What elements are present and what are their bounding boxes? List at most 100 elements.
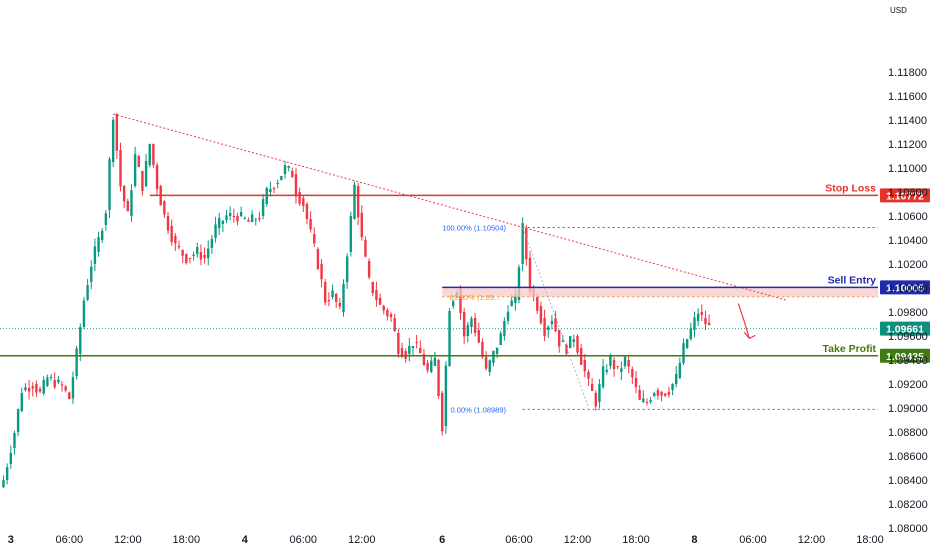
candle-body	[375, 290, 378, 300]
candle-body	[645, 402, 649, 403]
candle-body	[324, 282, 327, 303]
candle-body	[170, 226, 173, 242]
price-tag	[880, 280, 930, 295]
candle-body	[272, 188, 276, 189]
candle-body	[338, 303, 342, 307]
y-tick-label: 1.08200	[888, 499, 928, 511]
candle-body	[152, 144, 155, 166]
candle-body	[689, 328, 693, 339]
candle-body	[57, 379, 60, 383]
candle-body	[514, 294, 517, 303]
candle-body	[386, 310, 389, 317]
y-tick-label: 1.09600	[888, 331, 928, 343]
candle-body	[437, 360, 440, 397]
y-tick-label: 1.11000	[888, 163, 927, 175]
candle-body	[631, 369, 634, 378]
x-tick-label: 12:00	[798, 534, 826, 546]
candle-body	[42, 379, 45, 394]
candle-body	[214, 224, 217, 238]
candle-body	[616, 366, 619, 367]
candle-body	[232, 216, 236, 217]
candle-body	[64, 386, 67, 391]
candle-body	[408, 345, 411, 354]
price-tag-label: 1.09435	[886, 351, 924, 363]
x-tick-label: 06:00	[290, 534, 318, 546]
candle-body	[558, 330, 561, 347]
candle-body	[547, 327, 550, 330]
candle-body	[627, 360, 630, 367]
arrow-head	[743, 332, 756, 340]
candle-body	[470, 318, 473, 327]
candle-body	[484, 357, 488, 369]
candle-body	[568, 336, 572, 348]
candle-body	[634, 378, 638, 387]
candle-body	[422, 354, 426, 366]
price-tag-label: 1.10005	[886, 282, 924, 294]
y-tick-label: 1.10800	[888, 187, 928, 199]
price-tag	[880, 348, 930, 363]
candle-body	[433, 357, 437, 366]
candle-body	[2, 480, 5, 488]
candle-body	[481, 342, 484, 358]
candle-body	[181, 250, 184, 256]
candle-body	[605, 369, 608, 372]
candle-body	[473, 318, 477, 333]
candle-body	[353, 184, 356, 219]
candle-body	[415, 342, 418, 343]
candles-layer	[2, 113, 711, 489]
candle-body	[185, 254, 188, 264]
candle-body	[656, 390, 660, 396]
candle-body	[261, 199, 265, 216]
candle-body	[696, 313, 700, 321]
candle-body	[587, 372, 590, 379]
candle-body	[144, 161, 148, 186]
y-tick-label: 1.11200	[888, 139, 927, 151]
candle-body	[280, 176, 283, 180]
candle-body	[20, 393, 23, 411]
candle-body	[642, 398, 645, 402]
price-tag	[880, 188, 930, 203]
candle-body	[298, 192, 301, 204]
candle-body	[466, 324, 470, 336]
candle-body	[459, 288, 462, 314]
candle-body	[411, 345, 415, 348]
candle-body	[451, 301, 455, 306]
candle-body	[79, 327, 82, 354]
candle-body	[82, 300, 86, 327]
x-tick-label: 06:00	[739, 534, 767, 546]
candle-body	[517, 267, 521, 300]
y-tick-label: 1.09400	[888, 355, 928, 367]
candle-body	[309, 219, 312, 230]
candle-body	[243, 217, 246, 219]
level-label: Take Profit	[823, 343, 877, 355]
candle-body	[345, 256, 349, 282]
candle-body	[682, 343, 685, 363]
candle-body	[196, 247, 199, 254]
candle-body	[283, 165, 287, 174]
fib-label-100: 100.00% (1.10504)	[442, 224, 506, 233]
candle-body	[5, 467, 9, 480]
candle-body	[675, 373, 678, 384]
candle-body	[554, 318, 557, 332]
y-tick-label: 1.10200	[888, 259, 928, 271]
candle-body	[660, 391, 663, 396]
candle-body	[612, 360, 616, 370]
candle-body	[111, 119, 115, 162]
candle-body	[86, 285, 89, 300]
candle-body	[221, 220, 225, 224]
candle-body	[133, 154, 137, 186]
candle-body	[258, 218, 261, 220]
candle-body	[389, 314, 393, 318]
candle-body	[71, 377, 75, 399]
candle-body	[247, 220, 250, 222]
candle-body	[371, 282, 374, 294]
candle-body	[550, 321, 554, 324]
y-tick-label: 1.09200	[888, 379, 928, 391]
candle-body	[623, 356, 627, 366]
candle-body	[521, 223, 524, 264]
x-tick-label: 18:00	[856, 534, 884, 546]
x-tick-label: 12:00	[564, 534, 592, 546]
candle-body	[313, 234, 316, 244]
candle-body	[536, 297, 539, 311]
